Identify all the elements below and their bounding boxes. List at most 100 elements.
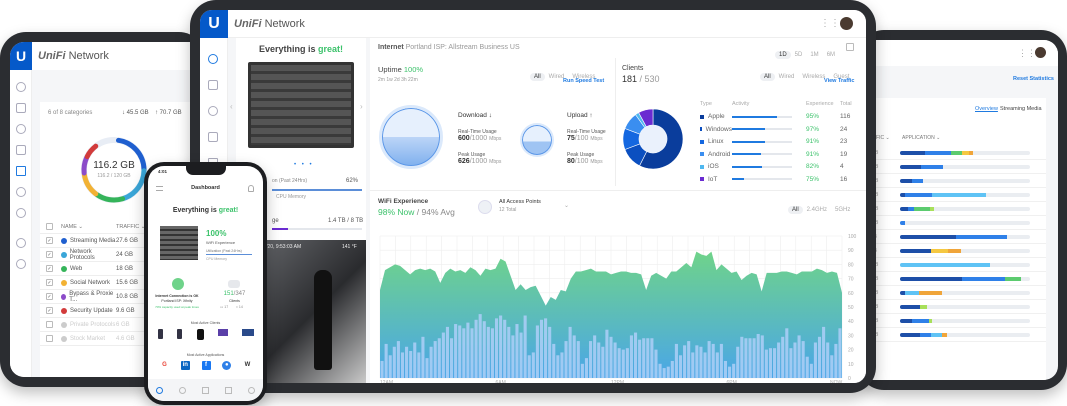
- application-row[interactable]: / 7.1 GB: [858, 286, 1046, 300]
- laptop-device-icon[interactable]: [217, 329, 228, 336]
- app-icon[interactable]: f: [201, 361, 211, 370]
- application-row[interactable]: / 14 GB: [858, 230, 1046, 244]
- tab-overview[interactable]: Overview: [975, 106, 998, 112]
- row-checkbox[interactable]: ✓: [46, 307, 53, 314]
- client-type-row[interactable]: Apple 95% 116: [700, 111, 860, 124]
- app-icon[interactable]: G: [160, 361, 169, 370]
- application-row[interactable]: / 7.1 GB: [858, 314, 1046, 328]
- devices-icon[interactable]: [208, 106, 218, 116]
- filter-1d[interactable]: 1D: [775, 51, 791, 59]
- unifi-logo[interactable]: U: [200, 10, 228, 38]
- view-traffic-link[interactable]: View Traffic: [824, 78, 855, 84]
- row-checkbox[interactable]: ✓: [46, 237, 53, 244]
- row-checkbox[interactable]: [46, 321, 53, 328]
- application-row[interactable]: / 19 GB: [858, 244, 1046, 258]
- client-type-row[interactable]: Windows 97% 24: [700, 123, 860, 136]
- category-row[interactable]: ✓ Network Protocols 24 GB: [40, 248, 190, 262]
- filter-wired[interactable]: Wired: [548, 74, 565, 80]
- tv-device-icon[interactable]: [242, 329, 254, 336]
- tab-statistics-icon[interactable]: [225, 386, 232, 394]
- filter-all[interactable]: All: [760, 73, 775, 81]
- col-application[interactable]: APPLICATION ⌄: [902, 135, 941, 141]
- topology-icon[interactable]: [208, 80, 218, 90]
- unifi-logo[interactable]: U: [10, 42, 32, 70]
- speaker-device-icon[interactable]: [196, 329, 204, 340]
- filter-guest[interactable]: Guest: [833, 74, 850, 80]
- client-type-row[interactable]: iOS 82% 4: [700, 161, 860, 174]
- filter-24ghz[interactable]: 2.4GHz: [806, 207, 828, 213]
- carousel-dots[interactable]: • • •: [294, 162, 314, 168]
- filter-all[interactable]: All: [788, 206, 803, 214]
- category-row[interactable]: ✓ Bypass & Proxie T... 10.8 GB: [40, 290, 190, 304]
- clients-icon[interactable]: [208, 132, 218, 142]
- row-checkbox[interactable]: [46, 335, 53, 342]
- devices-icon[interactable]: [16, 124, 26, 134]
- topology-icon[interactable]: [16, 103, 26, 113]
- shield-icon[interactable]: [16, 208, 26, 218]
- tab-devices-icon[interactable]: [179, 386, 186, 394]
- tab-settings-icon[interactable]: [248, 386, 255, 394]
- filter-1m[interactable]: 1M: [810, 52, 819, 58]
- insights-icon[interactable]: [16, 187, 26, 197]
- filter-wireless[interactable]: Wireless: [802, 74, 826, 80]
- calendar-icon[interactable]: [846, 43, 854, 51]
- application-row[interactable]: / 6.9 GB: [858, 146, 1046, 160]
- application-row[interactable]: / 8.4 GB: [858, 174, 1046, 188]
- client-type-row[interactable]: IoT 75% 16: [700, 173, 860, 186]
- select-all-checkbox[interactable]: [46, 223, 53, 230]
- filter-5ghz[interactable]: 5GHz: [835, 207, 851, 213]
- apps-grid-icon[interactable]: ⋮⋮: [1018, 48, 1036, 58]
- statistics-icon[interactable]: [16, 166, 26, 176]
- application-row[interactable]: / 3.3 GB: [858, 188, 1046, 202]
- category-row[interactable]: ✓ Streaming Media 27.6 GB: [40, 234, 190, 248]
- filter-5d[interactable]: 5D: [794, 52, 803, 58]
- tab-dashboard-icon[interactable]: [156, 386, 163, 394]
- application-row[interactable]: / 7.1 GB: [858, 272, 1046, 286]
- access-point-selector[interactable]: All Access Points 12 Total ⌄: [478, 198, 573, 218]
- apps-grid-icon[interactable]: ⋮⋮: [820, 18, 840, 29]
- category-row[interactable]: ✓ Web 18 GB: [40, 262, 190, 276]
- application-row[interactable]: / 5.7 GB: [858, 160, 1046, 174]
- row-checkbox[interactable]: ✓: [46, 293, 53, 300]
- col-traffic[interactable]: FFIC ⌄: [873, 135, 890, 141]
- application-row[interactable]: / 7.1 GB: [858, 300, 1046, 314]
- col-traffic[interactable]: TRAFFIC ⌄: [116, 223, 146, 230]
- category-row[interactable]: Private Protocols 6 GB: [40, 318, 190, 332]
- application-row[interactable]: / 7.1 GB: [858, 258, 1046, 272]
- row-checkbox[interactable]: ✓: [46, 251, 53, 258]
- app-icon[interactable]: W: [243, 361, 252, 370]
- client-type-row[interactable]: Android 91% 19: [700, 148, 860, 161]
- phone-device-icon[interactable]: [158, 329, 163, 339]
- client-type-row[interactable]: Linux 91% 23: [700, 136, 860, 149]
- filter-6m[interactable]: 6M: [826, 52, 836, 58]
- col-name[interactable]: NAME ⌄: [61, 223, 84, 230]
- carousel-next[interactable]: ›: [360, 102, 363, 111]
- app-icon[interactable]: in: [180, 361, 190, 370]
- dashboard-icon[interactable]: [16, 82, 26, 92]
- run-speed-test-link[interactable]: Run Speed Test: [563, 78, 605, 84]
- dashboard-icon[interactable]: [208, 54, 218, 64]
- gear-icon[interactable]: [16, 259, 26, 269]
- application-row[interactable]: / 7.1 GB: [858, 202, 1046, 216]
- tab-clients-icon[interactable]: [202, 386, 209, 394]
- clients-icon[interactable]: [16, 145, 26, 155]
- application-row[interactable]: / 5.2 GB: [858, 216, 1046, 230]
- bell-icon[interactable]: [16, 238, 26, 248]
- phone-device-icon[interactable]: [177, 329, 183, 339]
- row-checkbox[interactable]: ✓: [46, 265, 53, 272]
- category-row[interactable]: Stock Market 4.6 GB: [40, 332, 190, 346]
- menu-icon[interactable]: [156, 186, 163, 191]
- filter-wireless[interactable]: Wireless: [572, 74, 596, 80]
- row-checkbox[interactable]: ✓: [46, 279, 53, 286]
- application-row[interactable]: / 7.1 GB: [858, 328, 1046, 342]
- filter-all[interactable]: All: [530, 73, 545, 81]
- category-row[interactable]: ✓ Social Network 15.6 GB: [40, 276, 190, 290]
- category-row[interactable]: ✓ Security Update 9.6 GB: [40, 304, 190, 318]
- app-icon[interactable]: ●: [222, 361, 232, 370]
- notification-bell-icon[interactable]: [248, 185, 254, 192]
- tab-streaming-media[interactable]: Streaming Media: [1000, 106, 1042, 112]
- filter-wired[interactable]: Wired: [778, 74, 795, 80]
- reset-statistics-link[interactable]: Reset Statistics: [1013, 76, 1054, 82]
- avatar[interactable]: [1035, 47, 1046, 58]
- avatar[interactable]: [840, 17, 853, 30]
